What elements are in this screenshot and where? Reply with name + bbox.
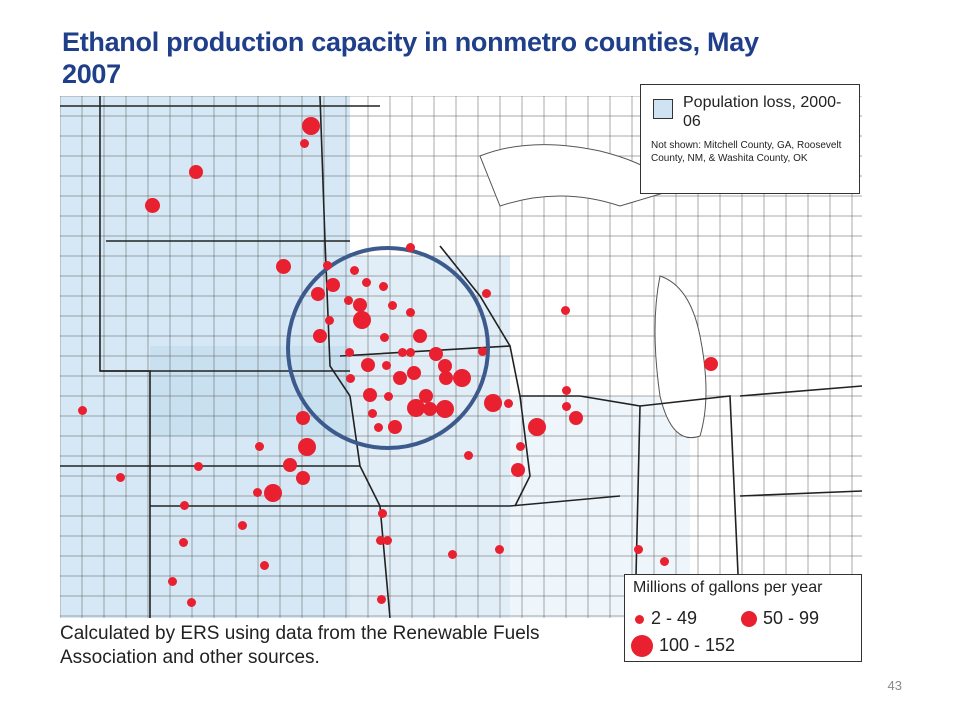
- highlight-circle: [286, 246, 490, 450]
- ethanol-plant-dot: [561, 385, 571, 395]
- ethanol-plant-dot: [376, 594, 386, 604]
- ethanol-plant-dot: [283, 458, 297, 472]
- ethanol-plant-dot: [311, 287, 325, 301]
- ethanol-plant-dot: [503, 398, 513, 408]
- ethanol-plant-dot: [361, 358, 375, 372]
- ethanol-plant-dot: [481, 288, 491, 298]
- small-dot-icon: [635, 615, 644, 624]
- ethanol-plant-dot: [259, 560, 269, 570]
- population-loss-legend: Population loss, 2000-06 Not shown: Mitc…: [640, 84, 860, 194]
- ethanol-plant-dot: [381, 360, 391, 370]
- ethanol-plant-dot: [349, 265, 359, 275]
- ethanol-plant-dot: [447, 549, 457, 559]
- ethanol-plant-dot: [494, 544, 504, 554]
- ethanol-plant-dot: [438, 359, 452, 373]
- ethanol-plant-dot: [361, 277, 371, 287]
- ethanol-plant-dot: [326, 278, 340, 292]
- ethanol-plant-dot: [77, 405, 87, 415]
- ethanol-plant-dot: [515, 441, 525, 451]
- ethanol-plant-dot: [252, 487, 262, 497]
- ethanol-plant-dot: [363, 388, 377, 402]
- ethanol-plant-dot: [419, 389, 433, 403]
- ethanol-plant-dot: [569, 411, 583, 425]
- ethanol-plant-dot: [322, 260, 332, 270]
- ethanol-plant-dot: [193, 461, 203, 471]
- ethanol-plant-dot: [439, 371, 453, 385]
- ethanol-plant-dot: [144, 197, 160, 213]
- ethanol-plant-dot: [383, 391, 393, 401]
- large-label: 100 - 152: [659, 635, 736, 655]
- medium-dot-icon: [741, 611, 757, 627]
- ethanol-plant-dot: [179, 500, 189, 510]
- ethanol-plant-dot: [659, 556, 669, 566]
- population-loss-swatch: [653, 99, 673, 119]
- map-title: Ethanol production capacity in nonmetro …: [62, 27, 759, 89]
- ethanol-plant-dot: [429, 347, 443, 361]
- ethanol-plant-dot: [407, 366, 421, 380]
- ethanol-plant-dot: [296, 411, 310, 425]
- ethanol-plant-dot: [387, 300, 397, 310]
- ethanol-plant-dot: [324, 315, 334, 325]
- ethanol-plant-dot: [423, 402, 437, 416]
- ethanol-plant-dot: [178, 537, 188, 547]
- ethanol-plant-dot: [379, 332, 389, 342]
- ethanol-plant-dot: [560, 305, 570, 315]
- ethanol-plant-dot: [264, 484, 282, 502]
- ethanol-plant-dot: [388, 420, 402, 434]
- ethanol-plant-dot: [561, 401, 571, 411]
- ethanol-plant-dot: [167, 576, 177, 586]
- ethanol-plant-dot: [189, 165, 203, 179]
- ethanol-plant-dot: [344, 347, 354, 357]
- ethanol-plant-dot: [378, 281, 388, 291]
- ethanol-plant-dot: [393, 371, 407, 385]
- ethanol-plant-dot: [633, 544, 643, 554]
- page-number: 43: [887, 678, 902, 693]
- source-note: Calculated by ERS using data from the Re…: [60, 623, 540, 668]
- ethanol-plant-dot: [382, 535, 392, 545]
- ethanol-plant-dot: [704, 357, 718, 371]
- ethanol-plant-dot: [353, 311, 371, 329]
- ethanol-plant-dot: [299, 138, 309, 148]
- ethanol-plant-dot: [353, 298, 367, 312]
- ethanol-plant-dot: [186, 597, 196, 607]
- ethanol-plant-dot: [436, 400, 454, 418]
- not-shown-note: Not shown: Mitchell County, GA, Roosevel…: [651, 140, 842, 164]
- ethanol-plant-dot: [511, 463, 525, 477]
- capacity-legend: Millions of gallons per year 2 - 49 50 -…: [624, 574, 862, 662]
- ethanol-plant-dot: [413, 329, 427, 343]
- ethanol-plant-dot: [397, 347, 407, 357]
- ethanol-plant-dot: [298, 438, 316, 456]
- large-dot-icon: [631, 635, 653, 657]
- ethanol-plant-dot: [405, 242, 415, 252]
- ethanol-plant-dot: [343, 295, 353, 305]
- ethanol-plant-dot: [477, 346, 487, 356]
- ethanol-plant-dot: [302, 117, 320, 135]
- ethanol-plant-dot: [345, 373, 355, 383]
- ethanol-plant-dot: [375, 535, 385, 545]
- ethanol-plant-dot: [115, 472, 125, 482]
- ethanol-plant-dot: [373, 422, 383, 432]
- ethanol-plant-dot: [296, 471, 310, 485]
- ethanol-plant-dot: [528, 418, 546, 436]
- ethanol-plant-dot: [405, 307, 415, 317]
- ethanol-plant-dot: [377, 508, 387, 518]
- ethanol-plant-dot: [405, 347, 415, 357]
- ethanol-plant-dot: [275, 258, 291, 274]
- medium-label: 50 - 99: [763, 608, 820, 628]
- ethanol-plant-dot: [254, 441, 264, 451]
- ethanol-plant-dot: [484, 394, 502, 412]
- population-loss-label: Population loss, 2000-06: [683, 94, 842, 130]
- ethanol-plant-dot: [407, 399, 425, 417]
- small-label: 2 - 49: [651, 608, 698, 628]
- state-boundaries: [60, 96, 862, 618]
- ethanol-plant-dot: [313, 329, 327, 343]
- ethanol-plant-dot: [237, 520, 247, 530]
- ethanol-plant-dot: [463, 450, 473, 460]
- capacity-legend-title: Millions of gallons per year: [633, 579, 823, 596]
- ethanol-plant-dot: [367, 408, 377, 418]
- ethanol-plant-dot: [453, 369, 471, 387]
